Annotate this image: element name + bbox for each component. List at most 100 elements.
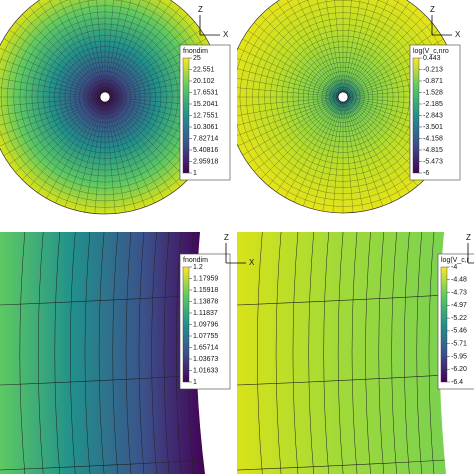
- mesh-spoke: [247, 99, 340, 164]
- mesh-line: [308, 232, 314, 474]
- mesh-spoke: [343, 0, 352, 93]
- colorbar-tick-label: -4.48: [451, 277, 467, 284]
- mesh-spoke: [37, 1, 103, 94]
- mesh-spoke: [0, 78, 101, 97]
- mesh-spoke: [260, 100, 340, 180]
- mesh-spoke: [237, 47, 339, 96]
- mesh-spoke: [346, 30, 439, 95]
- mesh-spoke: [237, 97, 339, 116]
- mesh-spoke: [334, 0, 343, 93]
- colorbar-title: fnondim: [183, 257, 208, 264]
- mesh-spoke: [0, 58, 101, 96]
- colorbar-tick-label: -6.4: [451, 379, 463, 386]
- mesh-spoke: [29, 100, 102, 187]
- mesh-spoke: [3, 99, 101, 156]
- mesh-spoke: [108, 29, 201, 95]
- colorbar-tick-label: 22.551: [193, 66, 215, 73]
- colorbar-tick-label: 20.102: [193, 78, 215, 85]
- mesh-spoke: [105, 0, 114, 93]
- colorbar-tick-label: -2.185: [423, 101, 443, 108]
- mesh-spoke: [64, 101, 104, 208]
- mesh-spoke: [237, 97, 339, 107]
- mesh-spoke: [284, 101, 341, 198]
- mesh-line: [37, 232, 44, 474]
- mesh-spoke: [3, 38, 101, 95]
- mesh-spoke: [107, 100, 173, 193]
- colorbar-tick-label: 1.03673: [193, 356, 218, 363]
- colorbar-tick-label: -4.158: [423, 135, 443, 142]
- mesh-spoke: [108, 100, 188, 180]
- mesh-spoke: [48, 0, 103, 93]
- mesh-spoke: [346, 22, 432, 94]
- colorbar-tick-label: 1: [193, 170, 197, 177]
- mesh-line: [237, 459, 446, 471]
- mesh-line: [19, 232, 26, 474]
- mesh-spoke: [96, 0, 105, 93]
- colorbar-tick-label: 15.2041: [193, 101, 218, 108]
- mesh-spoke: [303, 101, 342, 207]
- colorbar-tick-label: 1.17959: [193, 275, 218, 282]
- mesh-spoke: [0, 98, 101, 136]
- mesh-spoke: [345, 0, 400, 93]
- axis-z-label: Z: [198, 5, 203, 14]
- mesh-spoke: [37, 100, 103, 193]
- axis-x-label: X: [249, 258, 255, 267]
- mesh-spoke: [106, 0, 132, 93]
- axis-x-label: X: [455, 30, 461, 39]
- colorbar-tick-label: 1.11837: [193, 310, 218, 317]
- mesh-spoke: [237, 98, 339, 126]
- mesh-spoke: [0, 97, 101, 107]
- mesh-spoke: [237, 68, 339, 96]
- colorbar-tick-label: 7.82714: [193, 135, 218, 142]
- disc-panel: [237, 0, 460, 214]
- mesh-spoke: [74, 101, 104, 211]
- mesh-line: [365, 232, 371, 474]
- mesh-spoke: [237, 98, 339, 147]
- mesh-line: [98, 232, 105, 474]
- mesh-spoke: [106, 101, 155, 204]
- mesh-spoke: [344, 0, 379, 93]
- mesh-spoke: [9, 99, 102, 165]
- mesh-spoke: [276, 1, 341, 94]
- mesh-spoke: [107, 101, 164, 199]
- mesh-spoke: [344, 101, 393, 203]
- mesh-spoke: [297, 0, 342, 93]
- mesh-spoke: [105, 101, 116, 214]
- axis-z-label: Z: [466, 233, 471, 242]
- mesh-spoke: [268, 8, 340, 94]
- mesh-spoke: [107, 0, 162, 93]
- field: [0, 232, 205, 474]
- colorbar-tick-label: 25: [193, 55, 201, 62]
- mesh-spoke: [15, 21, 102, 94]
- mesh-spoke: [254, 22, 340, 94]
- mesh-line: [292, 232, 299, 474]
- mesh-spoke: [247, 30, 340, 95]
- colorbar-tick-label: -3.501: [423, 124, 443, 131]
- mesh-spoke: [276, 100, 341, 193]
- colorbar-title: fnondim: [183, 48, 208, 55]
- mesh-line: [175, 232, 182, 474]
- mesh-line: [84, 232, 91, 474]
- mesh-spoke: [242, 38, 339, 95]
- colorbar-tick-label: 1.15918: [193, 287, 218, 294]
- mesh-spoke: [84, 101, 105, 213]
- hole: [337, 91, 349, 103]
- mesh-spoke: [106, 101, 146, 208]
- mesh-layer: [0, 0, 460, 474]
- colorbar: [440, 266, 448, 383]
- mesh-spoke: [0, 97, 101, 116]
- mesh-spoke: [107, 1, 173, 94]
- annotation-layer: fnondim2522.55120.10217.653115.204112.75…: [179, 5, 474, 390]
- mesh-spoke: [242, 99, 339, 156]
- mesh-spoke: [22, 100, 102, 180]
- mesh-spoke: [332, 101, 343, 213]
- colorbar-tick-label: -4: [451, 264, 457, 271]
- mesh-spoke: [29, 7, 102, 94]
- mesh-spoke: [106, 101, 136, 211]
- mesh-line: [257, 232, 263, 474]
- mesh-spoke: [105, 0, 123, 93]
- colorbar: [182, 57, 190, 174]
- mesh-line: [69, 232, 76, 474]
- mesh-spoke: [254, 100, 340, 172]
